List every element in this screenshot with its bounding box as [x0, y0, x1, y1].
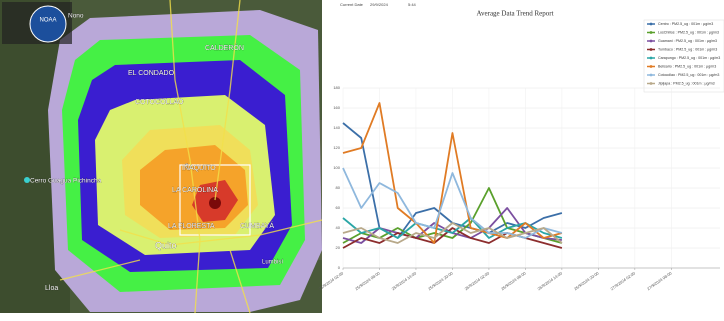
legend-marker	[650, 74, 653, 77]
y-tick-label: 180	[333, 85, 340, 90]
legend-marker	[650, 65, 653, 68]
map-label: COTOCOLLAO	[135, 99, 184, 106]
noaa-logo	[30, 6, 66, 42]
y-tick-label: 120	[333, 145, 340, 150]
y-tick-label: 60	[336, 205, 341, 210]
legend-label: Guamani : PM2.5_ug : 001m : µg/m3	[658, 39, 717, 43]
logo-text: NOAA	[39, 18, 56, 24]
map: NOAA Nono CALDERÓN EL CONDADO COTOCOLLAO IÑA…	[0, 0, 322, 313]
y-tick-label: 80	[336, 185, 341, 190]
map-label: EL CONDADO	[128, 70, 175, 77]
legend-label: Carapungo : PM2.5_ug : 001m : µg/m3	[658, 56, 720, 60]
map-label: Lumbisí	[262, 260, 283, 266]
map-label: Nono	[68, 13, 84, 20]
map-label: CUMBAYÁ	[240, 221, 274, 230]
map-label: CALDERÓN	[205, 43, 244, 52]
legend-label: Jipijapa : PM2.5_ug : 001m : µg/m3	[658, 81, 715, 85]
chart-title: Average Data Trend Report	[476, 10, 553, 18]
legend-marker	[650, 31, 653, 34]
header-time: 5:44	[408, 2, 417, 7]
header-label: Current Date	[340, 2, 364, 7]
y-tick-label: 140	[333, 125, 340, 130]
legend-label: Tumbaco : PM2.5_ug : 001m : µg/m3	[658, 47, 717, 51]
map-label: Quito	[155, 240, 177, 250]
legend-marker	[650, 82, 653, 85]
header-date: 29/9/2024	[370, 2, 389, 7]
legend-label: Centro : PM2.5_ug : 001m : µg/m3	[658, 22, 713, 26]
map-label: LA CAROLINA	[172, 187, 218, 194]
map-label: Cerro Guagua Pichincha	[30, 178, 102, 185]
map-label: Lloa	[45, 285, 58, 292]
y-tick-label: 40	[336, 225, 341, 230]
legend-label: Cotocollao : PM2.5_ug : 001m : µg/m3	[658, 73, 719, 77]
chart-panel: Current Date 29/9/2024 5:44 Average Data…	[318, 0, 724, 316]
legend-marker	[650, 23, 653, 26]
legend-marker	[650, 57, 653, 60]
y-tick-label: 20	[336, 245, 341, 250]
y-tick-label: 100	[333, 165, 340, 170]
legend-marker	[650, 48, 653, 51]
y-tick-label: 160	[333, 105, 340, 110]
legend-marker	[650, 40, 653, 43]
map-label: IÑAQUITO	[182, 163, 216, 172]
page: NOAA Nono CALDERÓN EL CONDADO COTOCOLLAO IÑA…	[0, 0, 724, 316]
legend-label: Belisario : PM2.5_ug : 001m : µg/m3	[658, 64, 716, 68]
legend-label: LosChillos : PM2.5_ug : 001m : µg/m3	[658, 30, 719, 34]
map-label: LA FLORESTA	[168, 223, 215, 230]
